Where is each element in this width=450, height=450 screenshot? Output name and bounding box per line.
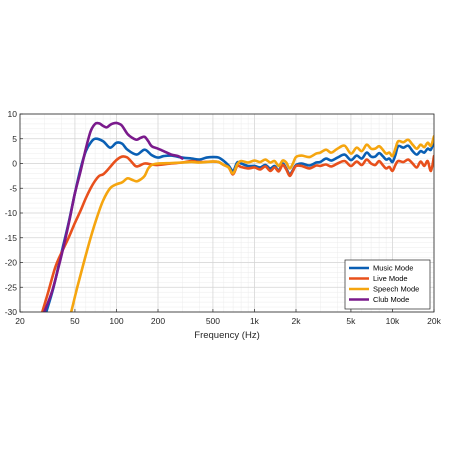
y-tick-label: -30 bbox=[5, 307, 18, 317]
y-tick-label: -20 bbox=[5, 258, 18, 268]
x-tick-label: 500 bbox=[206, 316, 220, 326]
x-tick-label: 200 bbox=[151, 316, 165, 326]
legend-label-club-mode: Club Mode bbox=[373, 295, 409, 304]
series-line-live-mode bbox=[40, 154, 434, 312]
series-line-speech-mode bbox=[69, 134, 434, 312]
x-tick-label: 100 bbox=[109, 316, 123, 326]
y-tick-label: 5 bbox=[12, 134, 17, 144]
series-line-club-mode bbox=[43, 121, 184, 312]
x-tick-label: 2k bbox=[292, 316, 302, 326]
y-tick-label: -10 bbox=[5, 208, 18, 218]
series-layer bbox=[40, 121, 434, 312]
x-tick-label: 10k bbox=[386, 316, 400, 326]
x-tick-label: 20 bbox=[15, 316, 25, 326]
y-tick-labels: 10 5 0 -5 -10 -15 -20 -25 -30 bbox=[5, 109, 18, 317]
x-tick-label: 50 bbox=[70, 316, 80, 326]
plot-area-frame bbox=[19, 113, 435, 313]
y-tick-label: -5 bbox=[9, 183, 17, 193]
legend-label-speech-mode: Speech Mode bbox=[373, 285, 419, 294]
x-tick-label: 1k bbox=[250, 316, 260, 326]
y-tick-label: 10 bbox=[8, 109, 18, 119]
x-tick-labels: 20 50 100 200 500 1k 2k 5k 10k 20k bbox=[15, 316, 441, 326]
series-line-music-mode bbox=[44, 137, 434, 312]
legend-label-live-mode: Live Mode bbox=[373, 274, 408, 283]
y-tick-label: -15 bbox=[5, 233, 18, 243]
y-tick-label: 0 bbox=[12, 159, 17, 169]
x-tick-label: 5k bbox=[346, 316, 356, 326]
x-axis-label: Frequency (Hz) bbox=[194, 330, 259, 341]
y-tick-label: -25 bbox=[5, 282, 18, 292]
legend-label-music-mode: Music Mode bbox=[373, 264, 413, 273]
x-tick-label: 20k bbox=[427, 316, 441, 326]
